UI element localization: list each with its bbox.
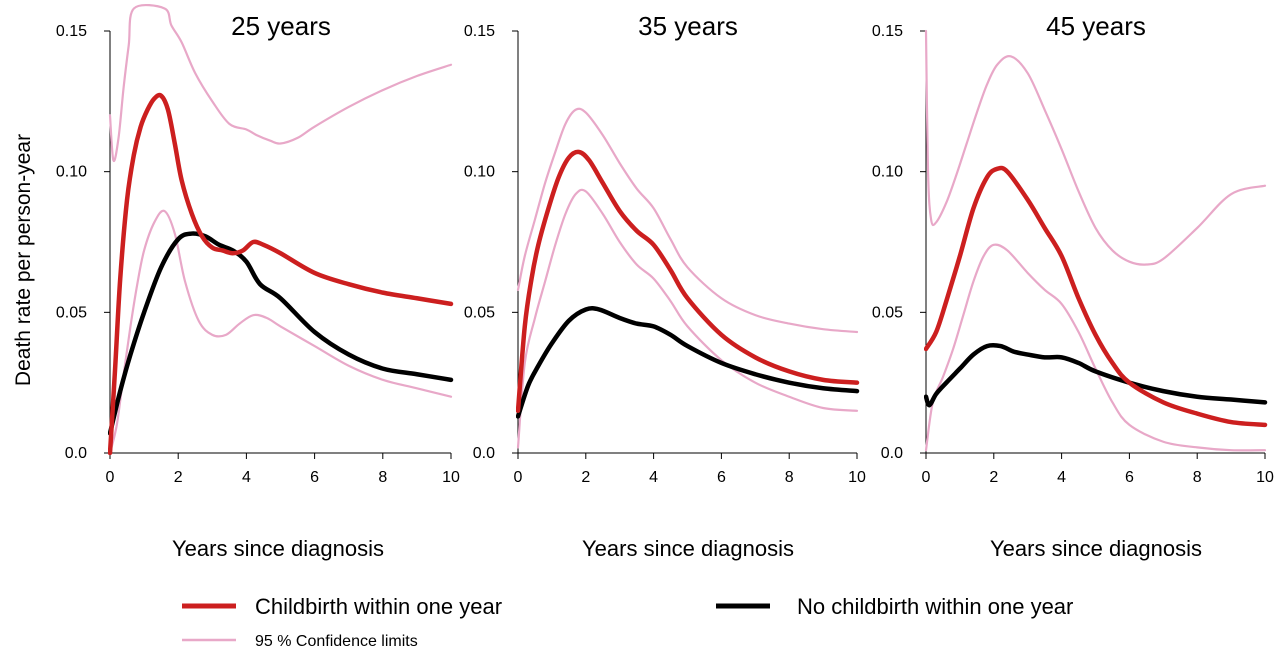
x-tick-label: 2	[581, 469, 590, 486]
x-axis-label: Years since diagnosis	[990, 536, 1202, 561]
x-tick-label: 10	[848, 469, 866, 486]
series-line-childbirth	[924, 165, 1268, 428]
y-tick-label: 0.10	[56, 164, 87, 181]
y-tick-label: 0.0	[65, 445, 87, 462]
x-tick-label: 2	[989, 469, 998, 486]
series-line-ci-lower	[924, 243, 1267, 452]
x-tick-label: 0	[106, 469, 115, 486]
legend-label-childbirth: Childbirth within one year	[255, 594, 502, 619]
panel-1: 25 years 0.0 0.05 0.10 0.15 0 2 4 6 8 10 Years sinc…	[56, 3, 460, 561]
series-line-ci-lower	[108, 209, 453, 455]
x-tick-label: 6	[717, 469, 726, 486]
y-tick-label: 0.05	[464, 304, 495, 321]
panel-3: 45 years 0.0 0.05 0.10 0.15 0 2 4 6 8 10 Years sinc…	[872, 11, 1274, 561]
y-tick-label: 0.0	[473, 445, 495, 462]
series-line-ci-upper	[516, 107, 859, 334]
x-tick-label: 8	[785, 469, 794, 486]
x-tick-label: 0	[514, 469, 523, 486]
x-tick-label: 10	[442, 469, 460, 486]
y-tick-label: 0.05	[872, 304, 903, 321]
y-tick-label: 0.15	[56, 23, 87, 40]
x-tick-label: 0	[922, 469, 931, 486]
series-line-ci-upper	[108, 3, 453, 163]
panel-title: 25 years	[231, 11, 331, 41]
x-axis-label: Years since diagnosis	[172, 536, 384, 561]
series-line-ci-upper	[924, 29, 1267, 266]
y-tick-label: 0.15	[464, 23, 495, 40]
panel-2: 35 years 0.0 0.05 0.10 0.15 0 2 4 6 8 10 Years sinc…	[464, 11, 866, 561]
y-tick-label: 0.0	[881, 445, 903, 462]
x-tick-label: 10	[1256, 469, 1274, 486]
series-line-childbirth	[108, 92, 454, 456]
x-tick-label: 4	[1057, 469, 1066, 486]
x-tick-label: 8	[1193, 469, 1202, 486]
series-line-no-childbirth	[108, 231, 454, 436]
series-group	[516, 107, 860, 449]
legend-label-confidence: 95 % Confidence limits	[255, 633, 418, 650]
series-group	[924, 29, 1268, 452]
x-tick-label: 4	[242, 469, 251, 486]
x-tick-label: 4	[649, 469, 658, 486]
x-tick-label: 8	[378, 469, 387, 486]
panel-title: 45 years	[1046, 11, 1146, 41]
series-line-ci-lower	[516, 188, 859, 449]
legend-label-no-childbirth: No childbirth within one year	[797, 594, 1073, 619]
x-tick-label: 6	[310, 469, 319, 486]
y-axis-label: Death rate per person-year	[12, 134, 35, 386]
y-tick-label: 0.05	[56, 304, 87, 321]
series-line-childbirth	[516, 149, 860, 414]
panel-title: 35 years	[638, 11, 738, 41]
series-line-no-childbirth	[516, 306, 860, 419]
y-tick-label: 0.15	[872, 23, 903, 40]
series-line-no-childbirth	[924, 342, 1268, 408]
x-tick-label: 6	[1125, 469, 1134, 486]
y-tick-label: 0.10	[464, 164, 495, 181]
series-group	[108, 3, 454, 456]
chart-panels: 25 years 0.0 0.05 0.10 0.15 0 2 4 6 8 10 Years sinc…	[56, 3, 1274, 561]
legend: Childbirth within one year No childbirth…	[182, 594, 1073, 650]
x-tick-label: 2	[174, 469, 183, 486]
x-axis-label: Years since diagnosis	[582, 536, 794, 561]
y-tick-label: 0.10	[872, 164, 903, 181]
